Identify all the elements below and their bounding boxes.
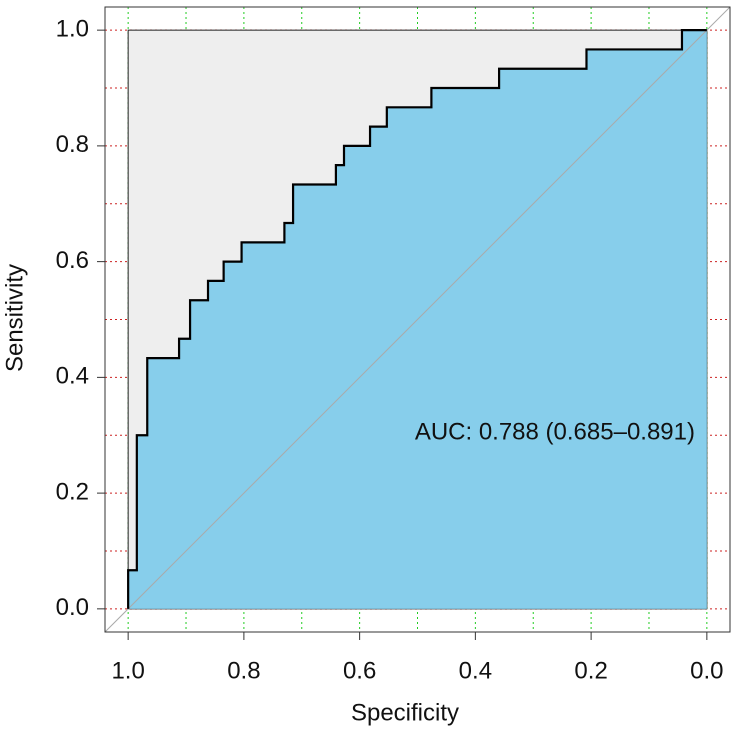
y-tick-label: 0.6 — [56, 247, 89, 274]
chance-line — [104, 6, 731, 633]
x-axis-label: Specificity — [351, 699, 459, 726]
y-tick-label: 1.0 — [56, 15, 89, 42]
y-tick-label: 0.8 — [56, 131, 89, 158]
annotation: AUC: 0.788 (0.685–0.891) — [415, 418, 695, 445]
x-tick-label: 0.2 — [574, 657, 607, 684]
y-tick-label: 0.4 — [56, 363, 89, 390]
x-tick-label: 0.6 — [343, 657, 376, 684]
x-tick-label: 1.0 — [111, 657, 144, 684]
x-tick-label: 0.4 — [459, 657, 492, 684]
y-axis-label: Sensitivity — [1, 264, 28, 372]
x-tick-label: 0.8 — [227, 657, 260, 684]
y-tick-label: 0.0 — [56, 594, 89, 621]
y-tick-label: 0.2 — [56, 478, 89, 505]
roc-curve — [127, 29, 707, 609]
x-tick-label: 0.0 — [690, 657, 723, 684]
plot-frame — [104, 6, 731, 633]
